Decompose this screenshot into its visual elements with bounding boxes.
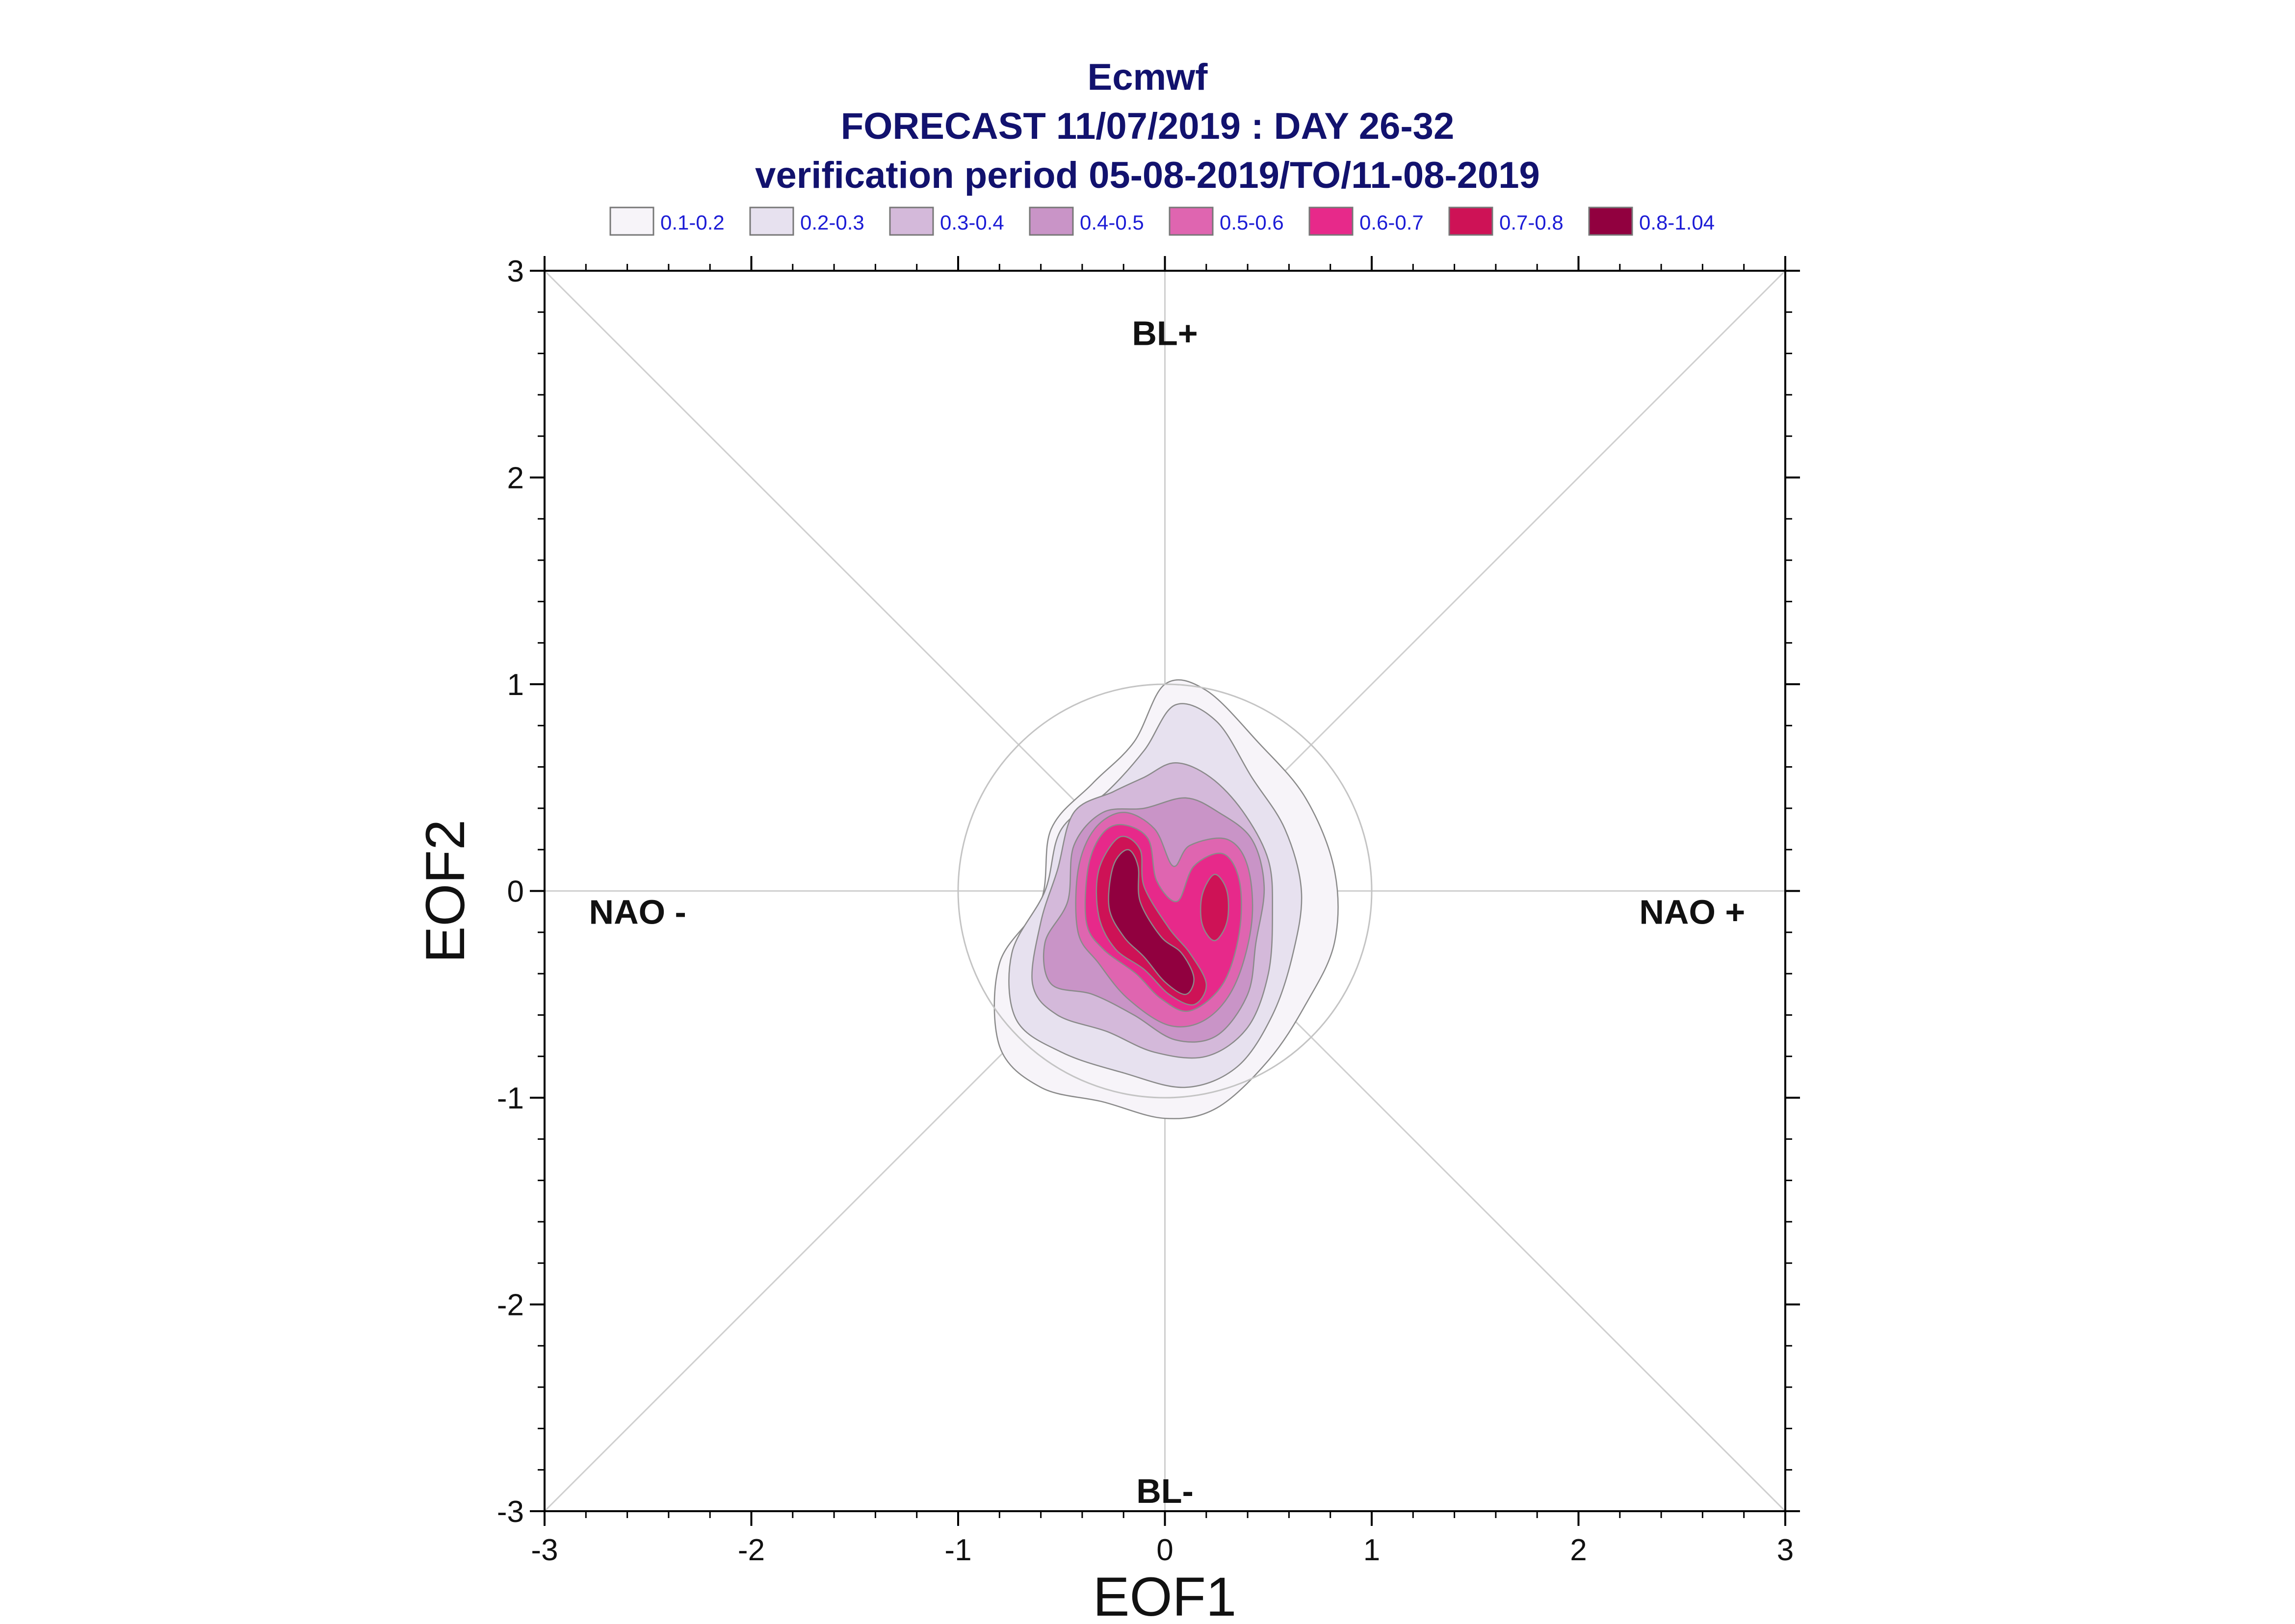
legend-swatch [1588, 206, 1633, 236]
y-tick-label: -3 [497, 1495, 524, 1529]
density-contours [957, 679, 1373, 1119]
region-label: NAO - [589, 893, 686, 931]
legend-swatch [1029, 206, 1074, 236]
x-tick-label: 0 [1156, 1533, 1173, 1567]
x-tick-label: -3 [531, 1533, 558, 1567]
region-labels: BL+ BL- NAO - NAO + [589, 314, 1746, 1510]
title-line-1: Ecmwf [1088, 56, 1208, 98]
legend-label: 0.7-0.8 [1499, 211, 1564, 234]
contour-band [1108, 849, 1195, 995]
y-tick-label: 1 [507, 668, 524, 702]
x-tick-label: -2 [738, 1533, 765, 1567]
y-tick-label: -2 [497, 1289, 524, 1322]
legend-label: 0.3-0.4 [940, 211, 1004, 234]
plot-area: BL+ BL- NAO - NAO + -3 -2 -1 0 1 2 3 -3 -2 -1 0 1 2 3 [497, 255, 1800, 1567]
x-tick-label: 3 [1777, 1533, 1794, 1567]
legend-label: 0.8-1.04 [1639, 211, 1715, 234]
chart-title: Ecmwf FORECAST 11/07/2019 : DAY 26-32 ve… [755, 56, 1540, 196]
x-axis-label: EOF1 [1093, 1566, 1237, 1624]
x-tick-label: 2 [1570, 1533, 1587, 1567]
x-tick-label: -1 [944, 1533, 971, 1567]
contour-band [1200, 874, 1229, 941]
region-label: BL- [1136, 1472, 1194, 1510]
legend-label: 0.6-0.7 [1359, 211, 1424, 234]
legend-label: 0.2-0.3 [800, 211, 864, 234]
reference-circle [957, 683, 1373, 1099]
title-line-3: verification period 05-08-2019/TO/11-08-… [755, 155, 1540, 196]
y-tick-label: 0 [507, 875, 524, 909]
legend-swatch [609, 206, 654, 236]
region-label: NAO + [1639, 893, 1745, 931]
title-line-2: FORECAST 11/07/2019 : DAY 26-32 [841, 105, 1454, 147]
legend: 0.1-0.2 0.2-0.3 0.3-0.4 0.4-0.5 0.5-0.6 0.6-0… [609, 206, 1715, 236]
region-label: BL+ [1132, 314, 1198, 352]
legend-swatch [889, 206, 934, 236]
legend-label: 0.1-0.2 [660, 211, 725, 234]
y-tick-label: -1 [497, 1082, 524, 1115]
legend-label: 0.4-0.5 [1080, 211, 1144, 234]
y-tick-label: 3 [507, 255, 524, 288]
legend-swatch [1308, 206, 1354, 236]
legend-swatch [749, 206, 794, 236]
x-tick-label: 1 [1363, 1533, 1380, 1567]
legend-label: 0.5-0.6 [1220, 211, 1284, 234]
legend-swatch [1448, 206, 1493, 236]
y-axis-label: EOF2 [415, 820, 476, 963]
legend-swatch [1169, 206, 1214, 236]
y-tick-label: 2 [507, 462, 524, 495]
axis-ticks: -3 -2 -1 0 1 2 3 -3 -2 -1 0 1 2 3 [497, 255, 1800, 1567]
